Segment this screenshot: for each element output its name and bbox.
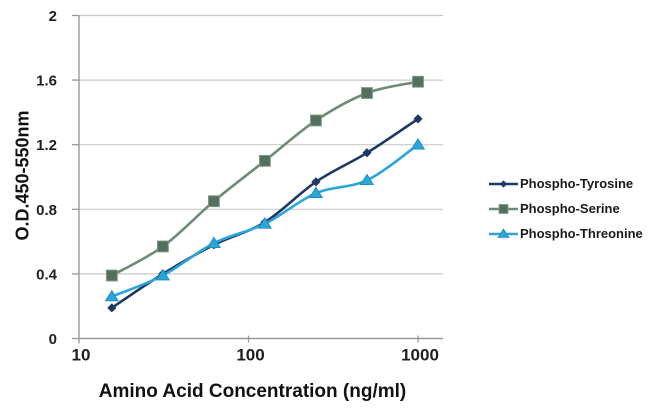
series-phospho-serine <box>105 75 424 282</box>
triangle-data-marker <box>155 268 170 281</box>
triangle-data-marker <box>206 236 222 249</box>
triangle-data-marker <box>359 173 375 186</box>
square-data-marker <box>361 87 373 99</box>
legend-label: Phospho-Tyrosine <box>520 176 634 191</box>
x-tick-label: 1000 <box>401 346 439 365</box>
y-tick-label: 2 <box>49 8 57 25</box>
series-phospho-threonine <box>104 138 426 302</box>
axes <box>72 14 443 344</box>
y-tick-label: 1.2 <box>36 137 57 154</box>
triangle-data-marker <box>497 227 510 238</box>
diamond-data-marker <box>499 179 508 188</box>
y-tick-label: 0.8 <box>36 202 57 219</box>
diamond-marker-line-icon <box>489 179 518 188</box>
square-data-marker <box>208 195 220 208</box>
diamond-data-marker <box>362 148 372 158</box>
x-tick-label: 100 <box>236 346 264 365</box>
y-tick-label: 1.6 <box>36 73 57 90</box>
square-data-marker <box>105 269 118 282</box>
square-data-marker <box>498 203 509 214</box>
y-tick-label: 0.4 <box>36 266 58 283</box>
legend-item-phospho-tyrosine: Phospho-Tyrosine <box>488 171 643 196</box>
square-data-marker <box>310 114 322 127</box>
y-tick-label: 0 <box>49 331 57 348</box>
y-axis-title: O.D.450-550nm <box>12 110 33 241</box>
triangle-data-marker <box>104 289 119 302</box>
square-data-marker <box>412 75 424 88</box>
data-series <box>104 75 426 313</box>
legend-label: Phospho-Serine <box>520 201 620 216</box>
square-data-marker <box>156 240 169 253</box>
x-tick-label: 10 <box>72 346 91 365</box>
square-marker-line-icon <box>489 203 518 214</box>
legend-label: Phospho-Threonine <box>520 226 643 241</box>
legend-item-phospho-serine: Phospho-Serine <box>488 196 643 221</box>
triangle-data-marker <box>308 186 324 198</box>
diamond-data-marker <box>107 303 117 313</box>
square-data-marker <box>259 154 271 167</box>
gridlines <box>79 14 443 275</box>
chart-legend: Phospho-Tyrosine Phospho-Serine Phospho-… <box>488 171 643 246</box>
tick-labels: 0 0.4 0.8 1.2 1.6 2 10 100 1000 <box>36 8 439 365</box>
triangle-data-marker <box>410 138 426 150</box>
diamond-data-marker <box>311 177 321 187</box>
triangle-marker-line-icon <box>489 227 518 238</box>
series-phospho-tyrosine <box>107 114 423 313</box>
x-axis-title: Amino Acid Concentration (ng/ml) <box>98 381 407 402</box>
diamond-data-marker <box>413 114 423 124</box>
legend-item-phospho-threonine: Phospho-Threonine <box>488 221 643 246</box>
triangle-data-marker <box>257 217 273 229</box>
